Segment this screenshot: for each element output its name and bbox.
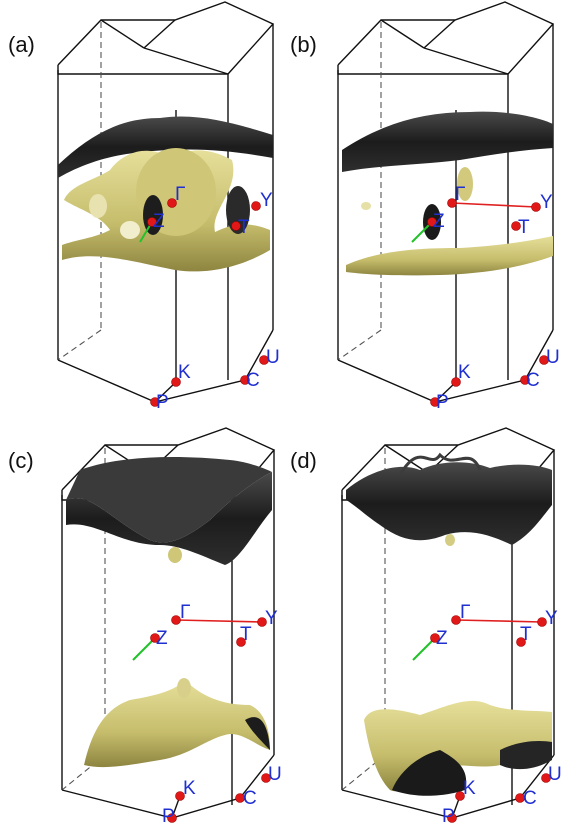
- kpoint-c: C: [515, 788, 537, 809]
- kpoint-t: T: [236, 624, 252, 647]
- kpoint-u: U: [541, 764, 562, 785]
- kpoint-label-u: U: [546, 347, 560, 368]
- kpoint-z: Z: [427, 211, 445, 232]
- kpoint-gamma: Γ: [451, 602, 470, 625]
- kpoint-z: Z: [430, 628, 448, 649]
- kpoint-label-u: U: [268, 764, 282, 785]
- kpoint-gamma: Γ: [447, 184, 465, 208]
- kpoint-t: T: [511, 217, 530, 238]
- kpoint-label-p: P: [162, 806, 175, 827]
- kpoint-u: U: [261, 764, 282, 785]
- kpoint-gamma: Γ: [171, 602, 190, 625]
- kpoint-label-t: T: [520, 624, 532, 645]
- kpoint-label-u: U: [548, 764, 562, 785]
- kpoint-label-z: Z: [433, 211, 445, 232]
- kpoint-gamma: Γ: [167, 184, 185, 208]
- kpoint-label-k: K: [463, 778, 476, 799]
- electron-fermi-surface: [62, 148, 270, 272]
- kpoint-t: T: [231, 217, 250, 238]
- kpoint-p: P: [430, 392, 449, 413]
- hole-fermi-surface: [58, 116, 273, 178]
- kpoint-label-y: Y: [540, 192, 553, 213]
- kpoint-p: P: [442, 806, 457, 827]
- panel-label: (b): [290, 32, 317, 57]
- kpoint-label-k: K: [183, 778, 196, 799]
- panel-a: (a): [8, 1, 280, 413]
- high-symmetry-path: [132, 619, 263, 661]
- kpoint-c: C: [520, 370, 540, 391]
- kpoint-z: Z: [147, 211, 165, 232]
- hole-fermi-surface: [66, 457, 272, 565]
- kpoint-label-y: Y: [265, 608, 278, 629]
- kpoint-label-gamma: Γ: [180, 602, 190, 623]
- kpoint-label-k: K: [458, 362, 471, 383]
- kpoint-label-t: T: [518, 217, 530, 238]
- brillouin-zone-box: [337, 1, 555, 403]
- kpoint-label-p: P: [442, 806, 455, 827]
- kpoint-u: U: [539, 347, 560, 368]
- kpoint-u: U: [259, 347, 280, 368]
- hole-fermi-surface: [346, 452, 552, 546]
- panel-label: (a): [8, 32, 35, 57]
- kpoint-label-y: Y: [545, 608, 558, 629]
- high-symmetry-path: [412, 619, 543, 661]
- panel-label: (c): [8, 448, 34, 473]
- kpoint-label-z: Z: [436, 628, 448, 649]
- kpoint-label-p: P: [156, 392, 169, 413]
- kpoint-label-c: C: [526, 370, 540, 391]
- panel-d: (d) Γ: [290, 427, 562, 827]
- electron-fermi-surface: [364, 700, 552, 796]
- kpoint-label-p: P: [436, 392, 449, 413]
- kpoint-c: C: [235, 788, 257, 809]
- kpoint-label-gamma: Γ: [455, 184, 465, 205]
- kpoint-k: K: [175, 778, 196, 801]
- kpoint-label-u: U: [266, 347, 280, 368]
- kpoint-label-gamma: Γ: [175, 184, 185, 205]
- kpoint-p: P: [162, 806, 177, 827]
- kpoint-t: T: [516, 624, 532, 647]
- electron-fermi-surface: [346, 167, 553, 276]
- kpoint-p: P: [150, 392, 169, 413]
- kpoint-label-t: T: [238, 217, 250, 238]
- kpoint-label-c: C: [523, 788, 537, 809]
- kpoint-label-c: C: [246, 370, 260, 391]
- kpoint-y: Y: [531, 192, 553, 213]
- kpoint-k: K: [171, 362, 191, 387]
- kpoint-y: Y: [251, 190, 273, 211]
- kpoint-label-gamma: Γ: [460, 602, 470, 623]
- kpoint-label-y: Y: [260, 190, 273, 211]
- kpoint-y: Y: [537, 608, 558, 629]
- panel-b: (b) Γ: [290, 1, 560, 413]
- kpoint-k: K: [451, 362, 471, 387]
- kpoint-label-t: T: [240, 624, 252, 645]
- electron-fermi-surface: [84, 678, 270, 768]
- kpoint-label-c: C: [243, 788, 257, 809]
- kpoint-label-z: Z: [156, 628, 168, 649]
- kpoint-z: Z: [150, 628, 168, 649]
- panel-c: (c) Γ: [8, 427, 282, 827]
- kpoint-label-z: Z: [153, 211, 165, 232]
- kpoint-y: Y: [257, 608, 278, 629]
- kpoint-c: C: [240, 370, 260, 391]
- kpoint-label-k: K: [178, 362, 191, 383]
- kpoint-k: K: [455, 778, 476, 801]
- panel-label: (d): [290, 448, 317, 473]
